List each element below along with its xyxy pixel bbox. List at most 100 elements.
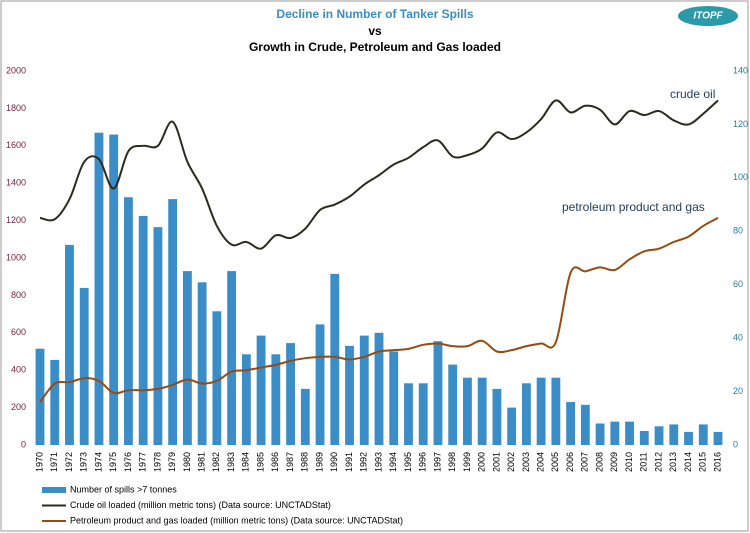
- bar: [65, 244, 74, 445]
- bar: [404, 383, 413, 445]
- bar: [684, 431, 693, 445]
- x-tick-label: 1977: [138, 452, 148, 472]
- bar: [271, 354, 281, 445]
- x-tick-label: 2007: [580, 452, 590, 472]
- bar: [79, 287, 89, 445]
- x-tick-label: 2004: [536, 452, 546, 472]
- line: [39, 217, 719, 403]
- x-tick-label: 1970: [34, 452, 44, 472]
- x-tick-label: 1997: [432, 452, 442, 472]
- bar: [315, 324, 325, 445]
- y-tick-label: 0: [21, 439, 26, 449]
- subtitle-connector: vs: [368, 24, 382, 38]
- chart-title: Decline in Number of Tanker Spills: [276, 7, 473, 21]
- bar: [168, 199, 178, 445]
- y2-tick-label: 40: [733, 333, 743, 343]
- bar: [374, 332, 384, 445]
- legend-label: Crude oil loaded (million metric tons) (…: [70, 500, 331, 510]
- y2-tick-label: 140: [733, 65, 748, 75]
- x-tick-label: 1990: [329, 452, 339, 472]
- annotation: crude oil: [670, 87, 715, 101]
- x-tick-label: 2006: [565, 452, 575, 472]
- x-tick-label: 1991: [344, 452, 354, 472]
- annotation: petroleum product and gas: [562, 200, 705, 214]
- y-tick-label: 1000: [6, 252, 26, 262]
- x-tick-label: 2010: [624, 452, 634, 472]
- bar: [50, 359, 60, 445]
- x-tick-label: 2013: [668, 452, 678, 472]
- x-tick-label: 2014: [683, 452, 693, 472]
- bar: [580, 404, 590, 445]
- x-tick-label: 2015: [698, 452, 708, 472]
- bar: [713, 431, 723, 445]
- x-tick-label: 1996: [418, 452, 428, 472]
- x-tick-label: 2003: [521, 452, 531, 472]
- bar: [241, 354, 251, 445]
- bar: [109, 134, 119, 445]
- bar: [551, 377, 561, 445]
- bar: [418, 383, 428, 445]
- bar: [345, 345, 354, 445]
- x-tick-label: 1981: [197, 452, 207, 472]
- bar: [566, 401, 576, 445]
- bar: [256, 335, 266, 445]
- bar: [654, 426, 664, 445]
- bar: [286, 343, 295, 445]
- bar: [212, 311, 222, 445]
- bar: [197, 282, 207, 445]
- bar: [35, 348, 45, 445]
- x-tick-label: 1993: [373, 452, 383, 472]
- x-tick-label: 1972: [64, 452, 74, 472]
- x-tick-label: 2012: [653, 452, 663, 472]
- x-tick-label: 2002: [506, 452, 516, 472]
- y-tick-label: 1800: [6, 103, 26, 113]
- bar: [507, 407, 517, 445]
- y2-tick-label: 80: [733, 226, 743, 236]
- legend-swatch: [42, 487, 66, 493]
- legend-label: Number of spills >7 tonnes: [70, 484, 177, 494]
- x-tick-label: 1992: [359, 452, 369, 472]
- x-tick-label: 1983: [226, 452, 236, 472]
- bar: [94, 132, 104, 445]
- x-tick-label: 1999: [462, 452, 472, 472]
- bar: [463, 377, 472, 445]
- x-tick-label: 2008: [594, 452, 604, 472]
- x-tick-label: 1987: [285, 452, 295, 472]
- x-tick-label: 1986: [270, 452, 280, 472]
- line: [39, 99, 719, 250]
- bar: [138, 215, 148, 445]
- x-tick-label: 2011: [639, 452, 649, 471]
- bar: [492, 388, 502, 445]
- bar: [182, 271, 192, 445]
- legend-label: Petroleum product and gas loaded (millio…: [70, 515, 403, 525]
- x-tick-label: 1995: [403, 452, 413, 472]
- x-tick-label: 2000: [477, 452, 487, 472]
- bar: [595, 423, 605, 445]
- bar: [389, 351, 399, 445]
- x-tick-label: 1980: [182, 452, 192, 472]
- bar: [330, 273, 340, 445]
- bar: [521, 383, 531, 445]
- bar: [448, 364, 458, 445]
- x-tick-label: 1975: [108, 452, 118, 472]
- bar: [536, 377, 546, 445]
- x-tick-label: 1982: [211, 452, 221, 472]
- x-tick-label: 1998: [447, 452, 457, 472]
- bar: [610, 421, 620, 445]
- y-tick-label: 1200: [6, 215, 26, 225]
- bar: [477, 377, 487, 445]
- y2-tick-label: 0: [733, 439, 738, 449]
- y-tick-label: 1600: [6, 140, 26, 150]
- bar: [124, 197, 133, 445]
- y2-tick-label: 100: [733, 172, 748, 182]
- x-tick-label: 1988: [300, 452, 310, 472]
- bar: [698, 424, 708, 445]
- x-tick-label: 2016: [712, 452, 722, 472]
- x-tick-label: 1973: [79, 452, 89, 472]
- chart-subtitle: Growth in Crude, Petroleum and Gas loade…: [249, 40, 501, 54]
- bar: [625, 421, 634, 445]
- bar: [227, 271, 237, 445]
- bar: [433, 341, 443, 445]
- bar: [359, 335, 369, 445]
- bar: [669, 424, 679, 445]
